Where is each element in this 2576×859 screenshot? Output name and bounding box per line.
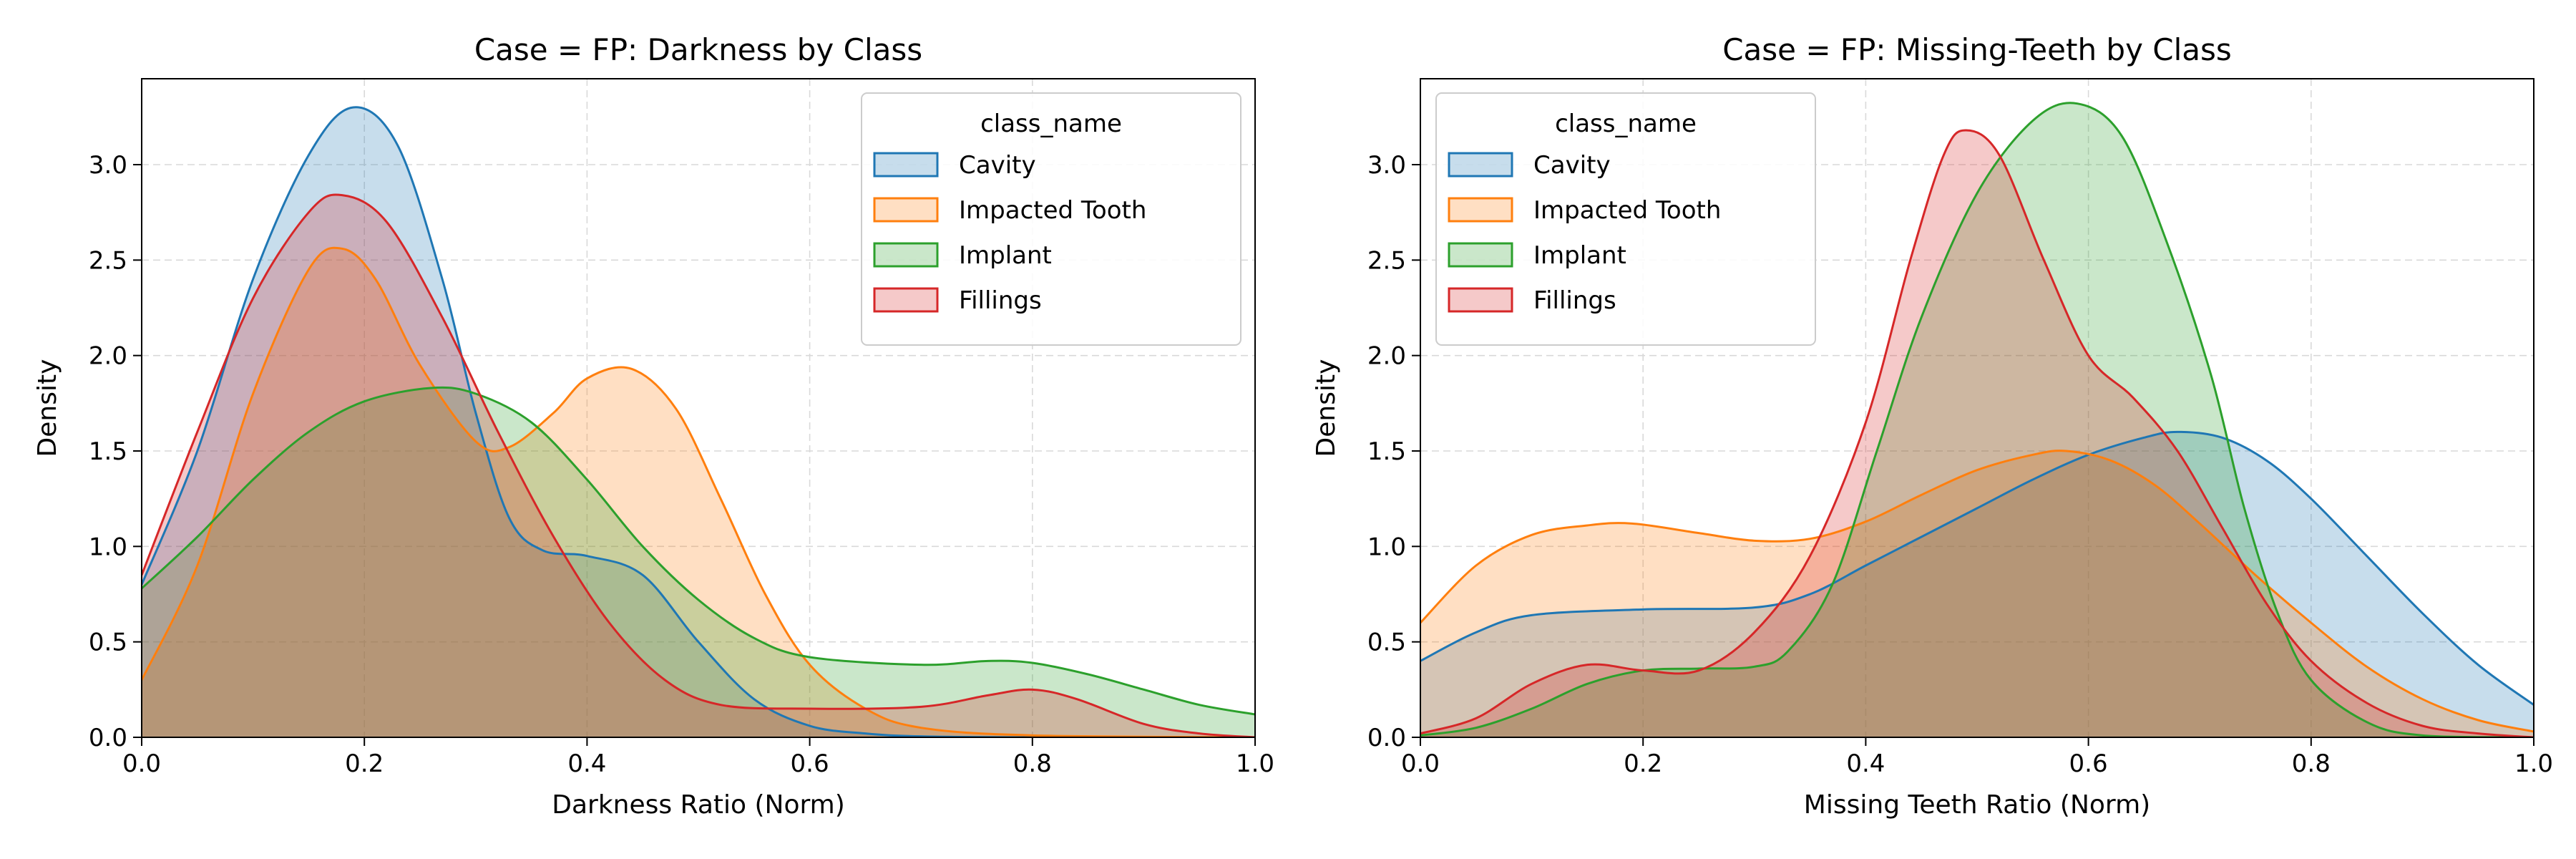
y-tick-label: 0.0 xyxy=(1367,724,1406,752)
y-tick-label: 0.0 xyxy=(89,724,127,752)
y-tick-label: 3.0 xyxy=(1367,151,1406,180)
x-tick-label: 0.6 xyxy=(2069,749,2108,778)
legend: class_name Cavity Impacted Tooth Implant Fil… xyxy=(861,92,1241,346)
y-tick-label: 1.0 xyxy=(1367,533,1406,561)
legend-entry: Implant xyxy=(1533,241,1626,270)
y-axis-label: Density xyxy=(33,359,62,457)
density-line-cavity xyxy=(1420,430,2534,706)
chart-panel-1: 0.0 0.2 0.4 0.6 0.8 1.0 0.0 0.5 1.0 1.5 2.0 2.5 3.0 C… xyxy=(33,32,1274,820)
legend-title: class_name xyxy=(980,110,1122,138)
density-line-fillings xyxy=(142,193,1255,737)
x-tick-label: 0.4 xyxy=(1846,749,1885,778)
legend-entry: Impacted Tooth xyxy=(959,196,1146,225)
axes-frame xyxy=(1420,78,2534,738)
chart-title: Case = FP: Darkness by Class xyxy=(474,32,922,67)
legend-entry: Fillings xyxy=(959,286,1042,315)
legend-entry: Cavity xyxy=(959,151,1036,180)
legend-title: class_name xyxy=(1555,110,1697,138)
legend-swatch-impacted-tooth xyxy=(1448,197,1513,223)
legend-swatch-implant xyxy=(1448,242,1513,268)
legend-box xyxy=(1435,92,1816,346)
y-tick-label: 2.5 xyxy=(1367,246,1406,275)
legend-entry: Impacted Tooth xyxy=(1533,196,1721,225)
x-tick-label: 0.8 xyxy=(1013,749,1052,778)
x-axis-label: Darkness Ratio (Norm) xyxy=(552,790,845,820)
y-tick-label: 2.5 xyxy=(89,246,127,275)
x-tick-label: 0.6 xyxy=(791,749,829,778)
density-area-cavity xyxy=(1420,432,2534,737)
x-tick-label: 0.0 xyxy=(122,749,161,778)
legend-entry: Cavity xyxy=(1533,151,1611,180)
plot-area xyxy=(1420,102,2534,737)
legend-swatch-cavity xyxy=(1448,152,1513,178)
x-tick-label: 0.2 xyxy=(1624,749,1662,778)
plot-area xyxy=(142,106,1255,737)
legend-entry: Fillings xyxy=(1533,286,1616,315)
x-tick-label: 0.0 xyxy=(1401,749,1440,778)
density-line-implant xyxy=(142,386,1255,716)
density-area-fillings xyxy=(1420,130,2534,737)
x-tick-label: 1.0 xyxy=(1236,749,1274,778)
legend-box xyxy=(861,92,1241,346)
density-line-cavity xyxy=(142,106,1255,737)
legend-swatch-impacted-tooth xyxy=(873,197,939,223)
density-area-impacted-tooth xyxy=(1420,450,2534,737)
x-tick-label: 0.4 xyxy=(567,749,606,778)
density-line-impacted-tooth xyxy=(142,246,1255,737)
chart-panel-2: 0.0 0.2 0.4 0.6 0.8 1.0 0.0 0.5 1.0 1.5 2.0 2.5 3.0 C… xyxy=(1312,32,2553,820)
y-tick-label: 3.0 xyxy=(89,151,127,180)
density-area-impacted-tooth xyxy=(142,248,1255,737)
density-line-impacted-tooth xyxy=(1420,450,2534,733)
y-tick-label: 1.5 xyxy=(1367,437,1406,466)
y-tick-label: 1.0 xyxy=(89,533,127,561)
y-tick-label: 2.0 xyxy=(89,342,127,371)
x-tick-label: 0.2 xyxy=(345,749,384,778)
density-line-fillings xyxy=(1420,129,2534,737)
y-tick-label: 0.5 xyxy=(1367,629,1406,657)
x-tick-label: 1.0 xyxy=(2514,749,2553,778)
legend-entry: Implant xyxy=(959,241,1052,270)
density-area-implant xyxy=(142,387,1255,737)
legend-swatch-fillings xyxy=(1448,287,1513,313)
legend-swatch-fillings xyxy=(873,287,939,313)
y-tick-label: 2.0 xyxy=(1367,342,1406,371)
density-area-cavity xyxy=(142,107,1255,737)
legend-swatch-cavity xyxy=(873,152,939,178)
y-axis-label: Density xyxy=(1312,359,1341,457)
density-area-fillings xyxy=(142,194,1255,737)
density-area-implant xyxy=(1420,102,2534,737)
legend: class_name Cavity Impacted Tooth Implant Fil… xyxy=(1435,92,1816,346)
chart-title: Case = FP: Missing-Teeth by Class xyxy=(1722,32,2232,67)
x-axis-label: Missing Teeth Ratio (Norm) xyxy=(1804,790,2150,820)
x-tick-label: 0.8 xyxy=(2292,749,2331,778)
y-tick-label: 0.5 xyxy=(89,629,127,657)
legend-swatch-implant xyxy=(873,242,939,268)
axes-frame xyxy=(141,78,1256,738)
y-tick-label: 1.5 xyxy=(89,437,127,466)
